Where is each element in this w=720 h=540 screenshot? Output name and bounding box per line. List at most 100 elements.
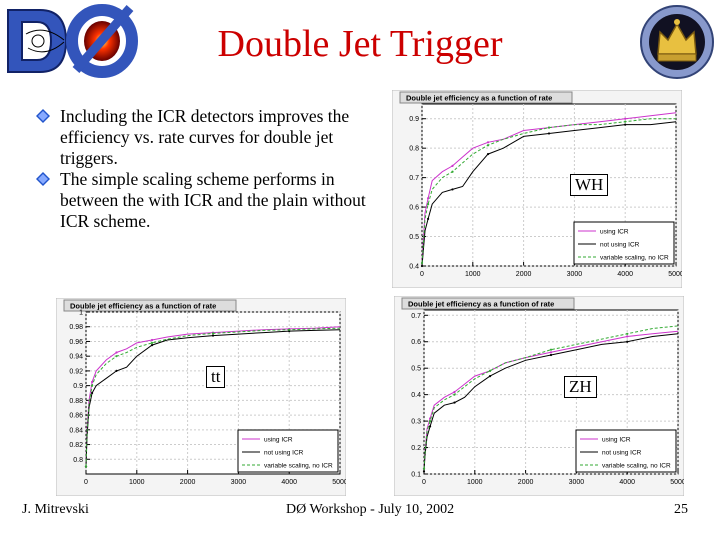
x-tick-label: 0 xyxy=(84,479,88,486)
x-tick-label: 1000 xyxy=(465,271,481,278)
chart-zh: Double jet efficiency as a function of r… xyxy=(394,296,684,496)
series-line xyxy=(85,329,341,467)
series-point xyxy=(488,369,492,372)
series-point xyxy=(451,164,454,167)
y-tick-label: 0.4 xyxy=(411,392,421,399)
chart-title-box xyxy=(399,91,573,104)
footer-event: DØ Workshop - July 10, 2002 xyxy=(286,502,455,517)
series-point xyxy=(428,425,432,428)
x-tick-label: 0 xyxy=(422,479,426,486)
chart-tag: ZH xyxy=(564,376,597,398)
x-tick-label: 5000 xyxy=(332,479,346,486)
chart-tag: tt xyxy=(206,366,226,388)
y-tick-label: 0.94 xyxy=(69,354,83,361)
series-point xyxy=(426,217,430,220)
series-line xyxy=(423,333,679,472)
series-point xyxy=(624,120,627,123)
y-tick-label: 0.8 xyxy=(73,457,83,464)
crest-logo xyxy=(638,4,716,80)
chart-title-box xyxy=(401,297,575,310)
y-tick-label: 0.2 xyxy=(411,445,421,452)
footer-author: J. Mitrevski xyxy=(22,502,89,517)
chart-title-box xyxy=(63,299,237,312)
series-line xyxy=(421,118,676,264)
bullet-text: Including the ICR detectors improves the… xyxy=(60,106,350,168)
y-tick-label: 0.1 xyxy=(411,472,421,479)
x-tick-label: 3000 xyxy=(567,271,583,278)
chart-zh-svg: Double jet efficiency as a function of r… xyxy=(394,296,684,496)
y-tick-label: 0.86 xyxy=(69,413,83,420)
series-line xyxy=(423,325,679,469)
series-point xyxy=(549,348,553,351)
x-tick-label: 2000 xyxy=(516,271,532,278)
y-tick-label: 0.3 xyxy=(411,419,421,426)
legend-label: using ICR xyxy=(602,437,631,444)
series-point xyxy=(211,334,215,337)
series-point xyxy=(488,375,492,378)
series-line xyxy=(421,112,677,264)
series-point xyxy=(453,401,456,404)
series-point xyxy=(453,393,456,396)
bullet-text: The simple scaling scheme performs in be… xyxy=(60,169,366,231)
series-point xyxy=(549,353,553,357)
legend-label: using ICR xyxy=(600,229,629,236)
y-tick-label: 1 xyxy=(79,310,83,317)
series-line xyxy=(85,327,341,467)
chart-title: Double jet efficiency as a function of r… xyxy=(408,300,554,309)
y-tick-label: 0.6 xyxy=(409,205,419,212)
series-line xyxy=(421,121,677,267)
series-point xyxy=(115,369,118,373)
legend-label: not using ICR xyxy=(264,450,304,457)
legend-label: not using ICR xyxy=(602,450,642,457)
series-point xyxy=(115,355,118,358)
series-point xyxy=(211,332,215,335)
chart-title: Double jet efficiency as a function of r… xyxy=(406,94,552,103)
series-point xyxy=(90,391,94,395)
chart-title: Double jet efficiency as a function of r… xyxy=(70,302,216,311)
series-point xyxy=(626,340,629,343)
x-tick-label: 3000 xyxy=(569,479,585,486)
footer-page: 25 xyxy=(674,502,688,517)
series-point xyxy=(90,380,94,384)
x-tick-label: 2000 xyxy=(518,479,534,486)
d0-logo xyxy=(4,4,138,78)
chart-tag: WH xyxy=(570,174,609,196)
y-tick-label: 0.98 xyxy=(69,324,83,331)
series-point xyxy=(422,470,426,473)
legend-label: variable scaling, no ICR xyxy=(264,463,333,470)
legend-label: variable scaling, no ICR xyxy=(600,255,669,262)
x-tick-label: 4000 xyxy=(281,479,297,486)
series-point xyxy=(420,261,424,265)
x-tick-label: 4000 xyxy=(619,479,635,486)
series-point xyxy=(420,264,424,268)
series-point xyxy=(115,351,118,354)
x-tick-label: 5000 xyxy=(668,271,682,278)
y-tick-label: 0.96 xyxy=(69,339,83,346)
diamond-bullet-icon xyxy=(36,109,50,123)
x-tick-label: 2000 xyxy=(180,479,196,486)
x-tick-label: 1000 xyxy=(129,479,145,486)
series-point xyxy=(84,465,88,468)
chart-wh: Double jet efficiency as a function of r… xyxy=(392,90,682,288)
y-tick-label: 0.4 xyxy=(409,264,419,271)
y-tick-label: 0.6 xyxy=(411,339,421,346)
y-tick-label: 0.92 xyxy=(69,368,83,375)
series-point xyxy=(624,123,627,126)
series-point xyxy=(288,328,291,331)
series-point xyxy=(626,335,629,338)
x-tick-label: 5000 xyxy=(670,479,684,486)
y-tick-label: 0.8 xyxy=(409,146,419,153)
series-point xyxy=(486,152,490,156)
series-point xyxy=(547,126,551,129)
series-point xyxy=(624,117,627,120)
x-tick-label: 0 xyxy=(420,271,424,278)
chart-tt: Double jet efficiency as a function of r… xyxy=(56,298,346,496)
y-tick-label: 0.9 xyxy=(409,116,419,123)
series-point xyxy=(426,197,430,200)
series-point xyxy=(626,332,629,335)
x-tick-label: 3000 xyxy=(231,479,247,486)
chart-tt-svg: Double jet efficiency as a function of r… xyxy=(56,298,346,496)
slide-title: Double Jet Trigger xyxy=(217,23,503,65)
y-tick-label: 0.5 xyxy=(409,234,419,241)
y-tick-label: 0.5 xyxy=(411,366,421,373)
